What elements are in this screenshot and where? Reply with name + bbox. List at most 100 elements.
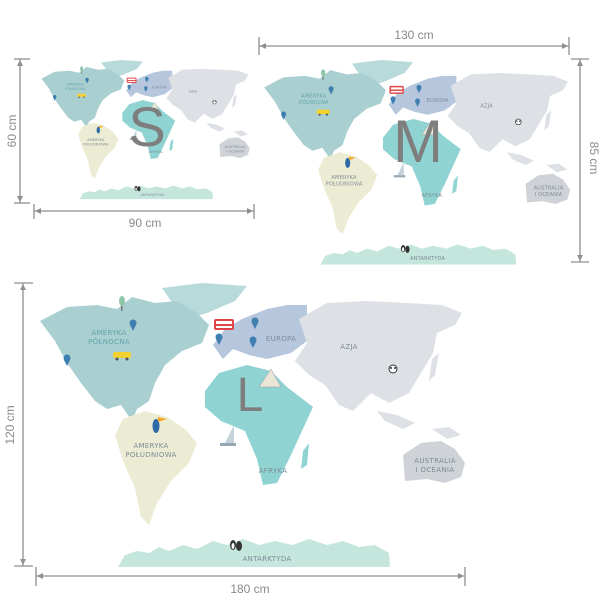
double-decker-bus-icon <box>389 85 404 94</box>
north-america <box>264 70 386 160</box>
map-pin-icon <box>144 86 148 92</box>
pyramid-icon <box>421 121 438 136</box>
pyramid-icon <box>258 368 282 388</box>
label-asia: AZJA <box>189 89 198 93</box>
toucan-icon <box>96 125 104 134</box>
antarctica <box>79 185 213 200</box>
pyramid-icon <box>148 101 160 112</box>
label-antarctica: ANTARKTYDA <box>410 256 446 262</box>
map-pin-icon <box>63 354 71 366</box>
svg-text:180 cm: 180 cm <box>230 582 269 596</box>
australia <box>403 441 465 483</box>
map-pin-icon <box>249 336 257 348</box>
map-pin-icon <box>415 98 421 107</box>
south-america <box>115 411 197 525</box>
toucan-icon <box>345 156 356 168</box>
toucan-icon <box>152 417 167 433</box>
africa <box>205 365 313 485</box>
dimension-l-height: 120 cm <box>3 282 33 567</box>
tree-icon <box>80 66 84 74</box>
indonesia <box>377 411 415 429</box>
dimension-l-width: 180 cm <box>35 567 466 596</box>
penguin-icon <box>230 540 242 551</box>
label-antarctica: ANTARKTYDA <box>242 555 291 563</box>
label-south-america: AMERYKA POŁUDNIOWA <box>326 175 363 187</box>
africa <box>382 119 461 206</box>
europe <box>126 70 173 98</box>
label-asia: AZJA <box>480 104 493 110</box>
japan <box>544 110 552 131</box>
antarctica <box>118 539 390 567</box>
australia <box>525 173 571 204</box>
map-pin-icon <box>215 333 223 345</box>
label-australia: AUSTRALIA I OCEANIA <box>534 186 564 198</box>
new-guinea <box>233 130 248 137</box>
label-africa: AFRYKA <box>422 193 443 199</box>
taxi-icon <box>113 352 131 361</box>
svg-text:90 cm: 90 cm <box>129 216 162 230</box>
panda-icon <box>388 364 398 374</box>
svg-text:85 cm: 85 cm <box>587 142 600 175</box>
madagascar <box>169 138 174 152</box>
dimension-m-width: 130 cm <box>258 28 570 55</box>
asia <box>166 68 249 123</box>
north-america <box>41 66 125 128</box>
japan <box>232 94 237 109</box>
label-europe: EUROPA <box>266 335 296 343</box>
map-pin-icon <box>52 95 57 101</box>
label-australia: AUSTRALIA I OCEANIA <box>225 145 246 153</box>
svg-text:120 cm: 120 cm <box>3 405 17 444</box>
map-pin-icon <box>129 319 137 331</box>
indonesia <box>206 122 226 132</box>
south-america <box>318 152 378 235</box>
label-south-america: AMERYKA POŁUDNIOWA <box>125 442 176 459</box>
madagascar <box>301 443 309 469</box>
europe <box>213 305 307 359</box>
tree-icon <box>119 296 125 311</box>
size-letter-s: S <box>128 95 165 158</box>
map-pin-icon <box>251 317 259 329</box>
taxi-icon <box>316 109 330 116</box>
tree-icon <box>321 69 326 81</box>
map-pin-icon <box>328 86 334 95</box>
label-antarctica: ANTARKTYDA <box>141 193 165 197</box>
label-asia: AZJA <box>340 343 358 351</box>
label-south-america: AMERYKA POŁUDNIOWA <box>83 138 109 146</box>
world-map-large: AMERYKA PÓŁNOCNA AMERYKA POŁUDNIOWA EUROPA… <box>40 283 465 567</box>
label-north-america: AMERYKA PÓŁNOCNA <box>299 93 329 105</box>
double-decker-bus-icon <box>214 319 234 330</box>
penguin-icon <box>400 245 410 253</box>
antarctica <box>320 244 517 265</box>
map-pin-icon <box>127 84 131 91</box>
indonesia <box>506 152 535 166</box>
madagascar <box>452 175 458 194</box>
africa <box>122 100 176 159</box>
size-letter-l: L <box>237 369 264 422</box>
world-map-medium: AMERYKA PÓŁNOCNA AMERYKA POŁUDNIOWA EUROPA… <box>264 60 571 265</box>
svg-text:60 cm: 60 cm <box>5 115 19 148</box>
map-pin-icon <box>416 84 422 94</box>
new-guinea <box>432 427 461 439</box>
penguin-icon <box>134 185 141 192</box>
label-north-america: AMERYKA PÓŁNOCNA <box>65 82 86 90</box>
label-north-america: AMERYKA PÓŁNOCNA <box>88 329 130 346</box>
south-america <box>78 122 119 179</box>
dimension-m-height: 85 cm <box>571 58 600 263</box>
label-africa: AFRYKA <box>259 467 288 475</box>
panda-icon <box>515 118 522 126</box>
size-letter-m: M <box>393 108 443 175</box>
label-australia: AUSTRALIA I OCEANIA <box>414 457 455 474</box>
label-europe: EUROPA <box>427 98 449 104</box>
japan <box>429 353 439 381</box>
label-africa: AFRYKA <box>149 150 163 154</box>
map-pin-icon <box>390 96 396 105</box>
dimension-s-width: 90 cm <box>33 204 255 230</box>
europe <box>388 75 457 115</box>
maps-layer: AMERYKA PÓŁNOCNA AMERYKA POŁUDNIOWA EUROPA… <box>40 60 571 567</box>
map-pin-icon <box>281 111 287 120</box>
new-guinea <box>546 163 568 173</box>
panda-icon <box>212 99 217 105</box>
dimension-s-height: 60 cm <box>5 58 30 204</box>
